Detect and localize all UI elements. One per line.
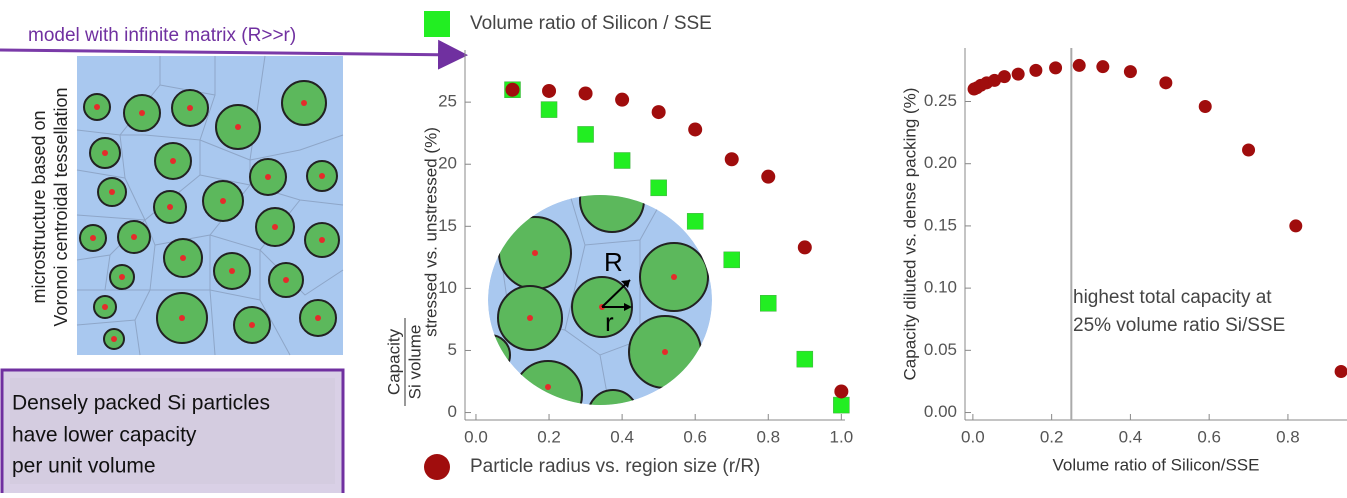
x-axis-label: Volume ratio of Silicon/SSE	[1053, 455, 1260, 474]
point	[686, 213, 704, 230]
y-tick-label: 20	[438, 154, 457, 173]
point	[1159, 76, 1173, 90]
box-text: have lower capacity	[12, 424, 197, 447]
inset-label: R	[604, 247, 623, 277]
y-tick-label: 0.20	[924, 153, 957, 172]
legend-swatch	[424, 454, 450, 480]
point	[724, 152, 739, 167]
y-tick-label: 25	[438, 92, 457, 111]
model-label: model with infinite matrix (R>>r)	[28, 25, 296, 46]
point	[1242, 143, 1256, 157]
point	[650, 179, 667, 197]
point	[1334, 364, 1347, 378]
point	[833, 396, 850, 414]
point	[834, 384, 849, 399]
point	[723, 251, 740, 269]
legend-label: Volume ratio of Silicon / SSE	[470, 13, 712, 34]
point	[796, 350, 814, 368]
x-tick-label: 0.8	[1276, 427, 1300, 446]
y-axis-label: Capacity diluted vs. dense packing (%)	[900, 88, 919, 381]
point	[1123, 65, 1137, 79]
point	[577, 126, 594, 143]
point	[1198, 99, 1212, 113]
y-tick-label: 0.25	[924, 91, 957, 110]
y-tick-label: 0.05	[924, 340, 957, 359]
point	[760, 295, 777, 312]
point	[988, 73, 1002, 87]
y-tick-label: 0.00	[924, 402, 957, 421]
y-axis-label-num: Capacity	[384, 328, 403, 395]
inset-label: r	[605, 307, 614, 337]
legend-swatch	[424, 11, 450, 37]
y-tick-label: 5	[448, 340, 457, 359]
x-tick-label: 0.6	[1197, 427, 1221, 446]
point	[688, 122, 703, 137]
point	[1096, 60, 1110, 74]
y-tick-label: 15	[438, 216, 457, 235]
y-tick-label: 10	[438, 278, 457, 297]
point	[505, 82, 520, 97]
point	[997, 70, 1011, 84]
annotation: 25% volume ratio Si/SSE	[1073, 315, 1285, 336]
x-tick-label: 0.0	[464, 427, 488, 446]
point	[797, 240, 812, 255]
x-tick-label: 0.2	[1040, 427, 1064, 446]
point	[540, 101, 558, 118]
point	[1011, 67, 1025, 81]
point	[578, 86, 593, 101]
micro-label: Voronoi centroidal tessellation	[51, 87, 71, 326]
x-tick-label: 0.2	[537, 427, 561, 446]
arrow	[0, 39, 468, 70]
point	[542, 83, 557, 98]
x-tick-label: 0.0	[961, 427, 985, 446]
inset	[488, 195, 712, 405]
x-tick-label: 0.6	[683, 427, 707, 446]
annotation: highest total capacity at	[1073, 287, 1272, 308]
x-tick-label: 0.4	[1119, 427, 1143, 446]
y-axis-label: stressed vs. unstressed (%)	[421, 127, 440, 337]
legend-label: Particle radius vs. region size (r/R)	[470, 456, 760, 477]
point	[1072, 58, 1086, 72]
micro-label: microstructure based on	[29, 110, 49, 303]
point	[761, 169, 776, 184]
y-tick-label: 0.15	[924, 215, 957, 234]
point	[615, 92, 630, 107]
point	[613, 152, 631, 169]
point	[1049, 61, 1063, 75]
y-tick-label: 0.10	[924, 278, 957, 297]
voronoi-panel	[76, 55, 344, 356]
x-tick-label: 0.4	[610, 427, 634, 446]
box-text: Densely packed Si particles	[12, 392, 270, 415]
x-tick-label: 0.8	[756, 427, 780, 446]
point	[1289, 219, 1303, 233]
x-tick-label: 1.0	[830, 427, 854, 446]
point	[1029, 63, 1043, 77]
text-box-inner	[10, 378, 335, 484]
y-axis-label-den: Si volume	[405, 325, 424, 400]
box-text: per unit volume	[12, 455, 156, 478]
point	[651, 105, 666, 120]
y-tick-label: 0	[448, 402, 457, 421]
